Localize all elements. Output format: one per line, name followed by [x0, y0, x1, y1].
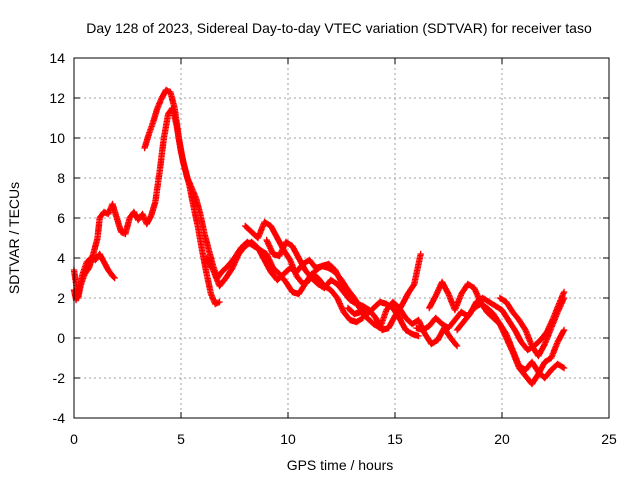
- y-tick-label: -4: [53, 410, 66, 426]
- x-axis-label: GPS time / hours: [287, 457, 394, 473]
- chart-title: Day 128 of 2023, Sidereal Day-to-day VTE…: [86, 20, 592, 36]
- series-arc-9: [426, 278, 568, 388]
- x-axis-ticks: 0 5 10 15 20 25: [70, 58, 617, 447]
- x-tick-label: 10: [280, 431, 296, 447]
- data-point-markers: [496, 294, 568, 360]
- x-tick-label: 25: [601, 431, 617, 447]
- y-tick-label: 12: [49, 90, 65, 106]
- y-axis-label: SDTVAR / TECUs: [6, 182, 22, 294]
- y-tick-label: 0: [57, 330, 65, 346]
- y-axis-ticks: -4 -2 0 2 4 6 8 10 12 14: [49, 50, 609, 426]
- x-tick-label: 15: [387, 431, 403, 447]
- y-tick-label: 8: [57, 170, 65, 186]
- x-tick-label: 5: [177, 431, 185, 447]
- y-tick-label: 2: [57, 290, 65, 306]
- plot-frame: [73, 57, 610, 419]
- y-tick-label: 10: [49, 130, 65, 146]
- y-tick-label: 14: [49, 50, 65, 66]
- data-points: [70, 86, 568, 388]
- y-tick-label: 4: [57, 250, 65, 266]
- series-arc-11: [496, 294, 568, 360]
- x-tick-label: 0: [70, 431, 78, 447]
- y-tick-label: -2: [53, 370, 66, 386]
- data-point-markers: [426, 278, 568, 388]
- x-tick-label: 20: [494, 431, 510, 447]
- y-tick-label: 6: [57, 210, 65, 226]
